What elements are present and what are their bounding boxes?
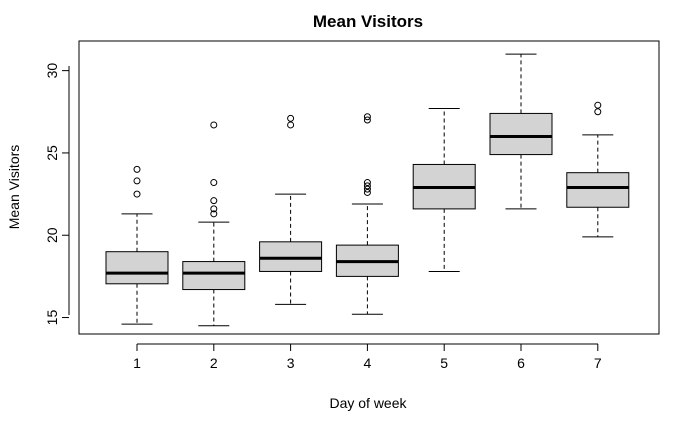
plot-frame: [78, 40, 660, 335]
box-group-2: [182, 121, 246, 327]
iqr-box: [566, 172, 630, 208]
x-axis-ticks: 1 2 3 4 5 6 7: [133, 344, 602, 371]
box-group-6: [489, 53, 553, 210]
x-tick-label: 2: [210, 355, 218, 371]
outlier-point: [363, 116, 371, 124]
outlier-point: [363, 182, 371, 190]
outlier-point: [210, 121, 218, 129]
outlier-point: [133, 165, 141, 173]
x-tick-label: 1: [133, 355, 141, 371]
chart-title: Mean Visitors: [313, 12, 423, 31]
outlier-point: [363, 185, 371, 193]
box-group-3: [259, 114, 323, 305]
outlier-point: [594, 101, 602, 109]
y-axis-ticks: 15 20 25 30: [44, 63, 69, 326]
y-tick-label: 15: [44, 310, 60, 326]
outlier-point: [363, 179, 371, 187]
outlier-point: [210, 210, 218, 218]
x-tick-label: 7: [594, 355, 602, 371]
outlier-point: [133, 177, 141, 185]
x-tick-label: 6: [517, 355, 525, 371]
iqr-box: [489, 112, 553, 156]
outlier-point: [363, 113, 371, 121]
box-group-5: [412, 107, 476, 272]
outlier-point: [210, 205, 218, 213]
y-tick-label: 25: [44, 145, 60, 161]
y-tick-label: 20: [44, 227, 60, 243]
x-axis-label: Day of week: [329, 395, 407, 411]
box-group-4: [335, 113, 399, 315]
outlier-point: [210, 197, 218, 205]
x-tick-label: 4: [364, 355, 372, 371]
y-tick-label: 30: [44, 63, 60, 79]
x-tick-label: 5: [440, 355, 448, 371]
box-group-7: [566, 101, 630, 238]
outlier-point: [594, 108, 602, 116]
box-group-1: [105, 165, 169, 325]
iqr-box: [182, 261, 246, 291]
outlier-point: [287, 121, 295, 129]
outlier-point: [363, 188, 371, 196]
y-axis-label: Mean Visitors: [6, 145, 22, 230]
outlier-point: [133, 190, 141, 198]
iqr-box: [105, 251, 169, 285]
iqr-box: [259, 241, 323, 272]
boxes-layer: [105, 53, 630, 327]
x-tick-label: 3: [287, 355, 295, 371]
outlier-point: [210, 179, 218, 187]
outlier-point: [287, 114, 295, 122]
